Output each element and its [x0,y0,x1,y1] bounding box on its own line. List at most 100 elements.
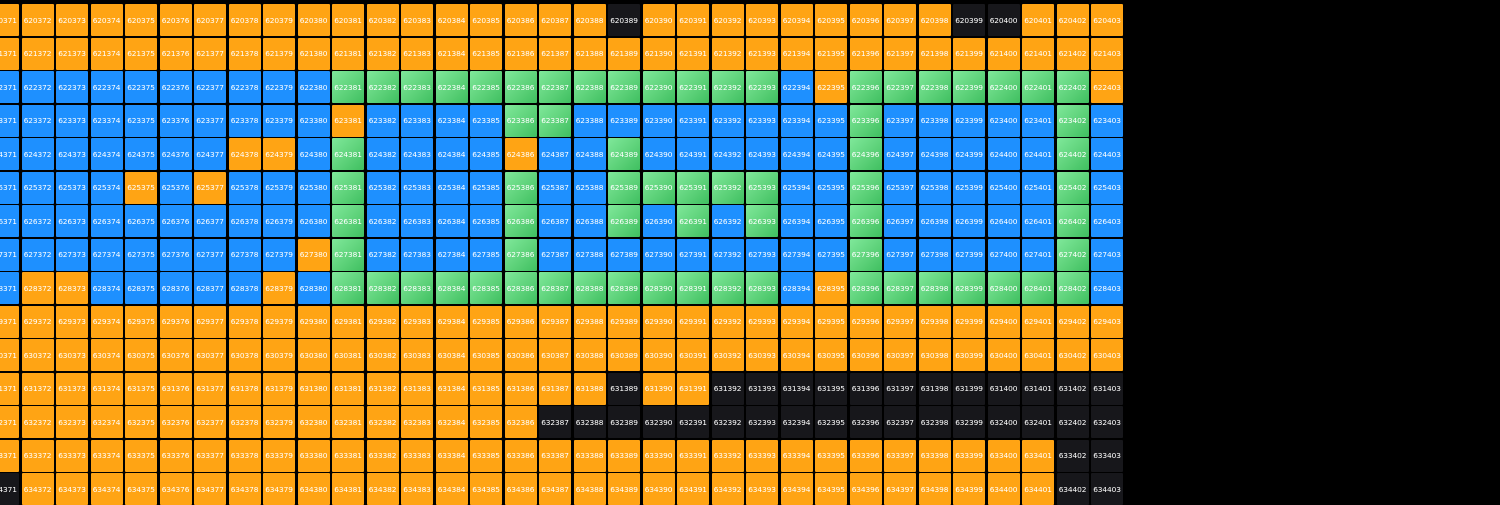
number-tile: 630388 [573,339,606,371]
number-tile: 633388 [573,439,606,472]
number-tile: 634387 [539,473,571,505]
number-tile: 620400 [987,4,1020,36]
number-tile: 634398 [918,473,951,505]
number-tile: 634382 [366,473,399,505]
number-tile: 630386 [504,339,537,371]
number-tile: 623385 [470,104,502,137]
number-tile: 633378 [228,439,261,472]
number-tile: 620395 [815,4,847,36]
number-tile: 629401 [1022,305,1054,338]
number-tile: 624379 [263,138,295,170]
number-tile: 633400 [987,439,1020,472]
number-tile: 631390 [642,372,675,405]
number-tile: 622399 [953,71,985,103]
number-tile: 623382 [366,104,399,137]
number-tile: 632381 [332,406,364,438]
number-tile: 625377 [194,171,226,204]
number-tile: 633403 [1091,439,1123,472]
number-tile: 623398 [918,104,951,137]
number-tile: 620379 [263,4,295,36]
number-tile: 624371 [0,138,19,170]
number-tile: 628378 [228,272,261,304]
number-tile: 628390 [642,272,675,304]
number-tile: 629372 [21,305,54,338]
number-tile: 620396 [849,4,882,36]
number-tile: 628392 [711,272,744,304]
number-tile: 624395 [815,138,847,170]
number-tile: 634376 [159,473,192,505]
number-tile: 634402 [1056,473,1089,505]
number-tile: 623391 [677,104,709,137]
number-tile: 634394 [780,473,813,505]
number-tile: 628376 [159,272,192,304]
number-tile: 627381 [332,238,364,271]
number-tile: 631373 [56,372,88,405]
number-tile: 621396 [849,37,882,70]
number-tile: 621381 [332,37,364,70]
number-tile: 627402 [1056,238,1089,271]
number-tile: 632379 [263,406,295,438]
number-tile: 630381 [332,339,364,371]
number-tile: 622379 [263,71,295,103]
number-tile: 633382 [366,439,399,472]
number-tile: 625395 [815,171,847,204]
number-tile: 624393 [746,138,778,170]
number-tile: 620403 [1091,4,1123,36]
number-tile: 630395 [815,339,847,371]
number-tile: 630390 [642,339,675,371]
number-tile: 631382 [366,372,399,405]
number-tile: 633385 [470,439,502,472]
number-tile: 623389 [608,104,640,137]
number-tile: 633390 [642,439,675,472]
number-tile: 632380 [297,406,330,438]
number-tile: 632395 [815,406,847,438]
number-tile: 631398 [918,372,951,405]
number-tile: 629389 [608,305,640,338]
number-tile: 621384 [435,37,468,70]
number-tile: 631372 [21,372,54,405]
number-tile: 622372 [21,71,54,103]
number-tile: 626390 [642,205,675,237]
number-tile: 621392 [711,37,744,70]
number-tile: 630377 [194,339,226,371]
number-tile: 626380 [297,205,330,237]
number-tile: 627386 [504,238,537,271]
number-tile: 626382 [366,205,399,237]
number-tile: 634391 [677,473,709,505]
number-tile: 626374 [90,205,123,237]
number-tile: 633394 [780,439,813,472]
number-tile: 633371 [0,439,19,472]
number-tile: 634379 [263,473,295,505]
number-tile-grid: 6203716203726203736203746203756203766203… [0,4,1123,505]
number-tile: 625393 [746,171,778,204]
number-tile: 629386 [504,305,537,338]
number-tile: 623403 [1091,104,1123,137]
number-tile: 623374 [90,104,123,137]
number-tile: 621377 [194,37,226,70]
number-tile: 632389 [608,406,640,438]
number-tile: 634373 [56,473,88,505]
number-tile: 629373 [56,305,88,338]
number-tile: 630394 [780,339,813,371]
number-tile: 623373 [56,104,88,137]
number-tile: 633402 [1056,439,1089,472]
number-tile: 624389 [608,138,640,170]
number-tile: 632382 [366,406,399,438]
number-tile: 634372 [21,473,54,505]
number-tile: 625373 [56,171,88,204]
number-tile: 620401 [1022,4,1054,36]
number-tile: 626403 [1091,205,1123,237]
number-tile: 622397 [884,71,916,103]
number-tile: 625371 [0,171,19,204]
number-tile: 632377 [194,406,226,438]
number-tile: 621387 [539,37,571,70]
number-tile: 632375 [125,406,157,438]
number-tile: 623395 [815,104,847,137]
number-tile: 632384 [435,406,468,438]
number-tile: 632372 [21,406,54,438]
number-tile: 633377 [194,439,226,472]
number-tile: 620373 [56,4,88,36]
number-tile: 632403 [1091,406,1123,438]
number-tile: 627398 [918,238,951,271]
number-tile: 631379 [263,372,295,405]
